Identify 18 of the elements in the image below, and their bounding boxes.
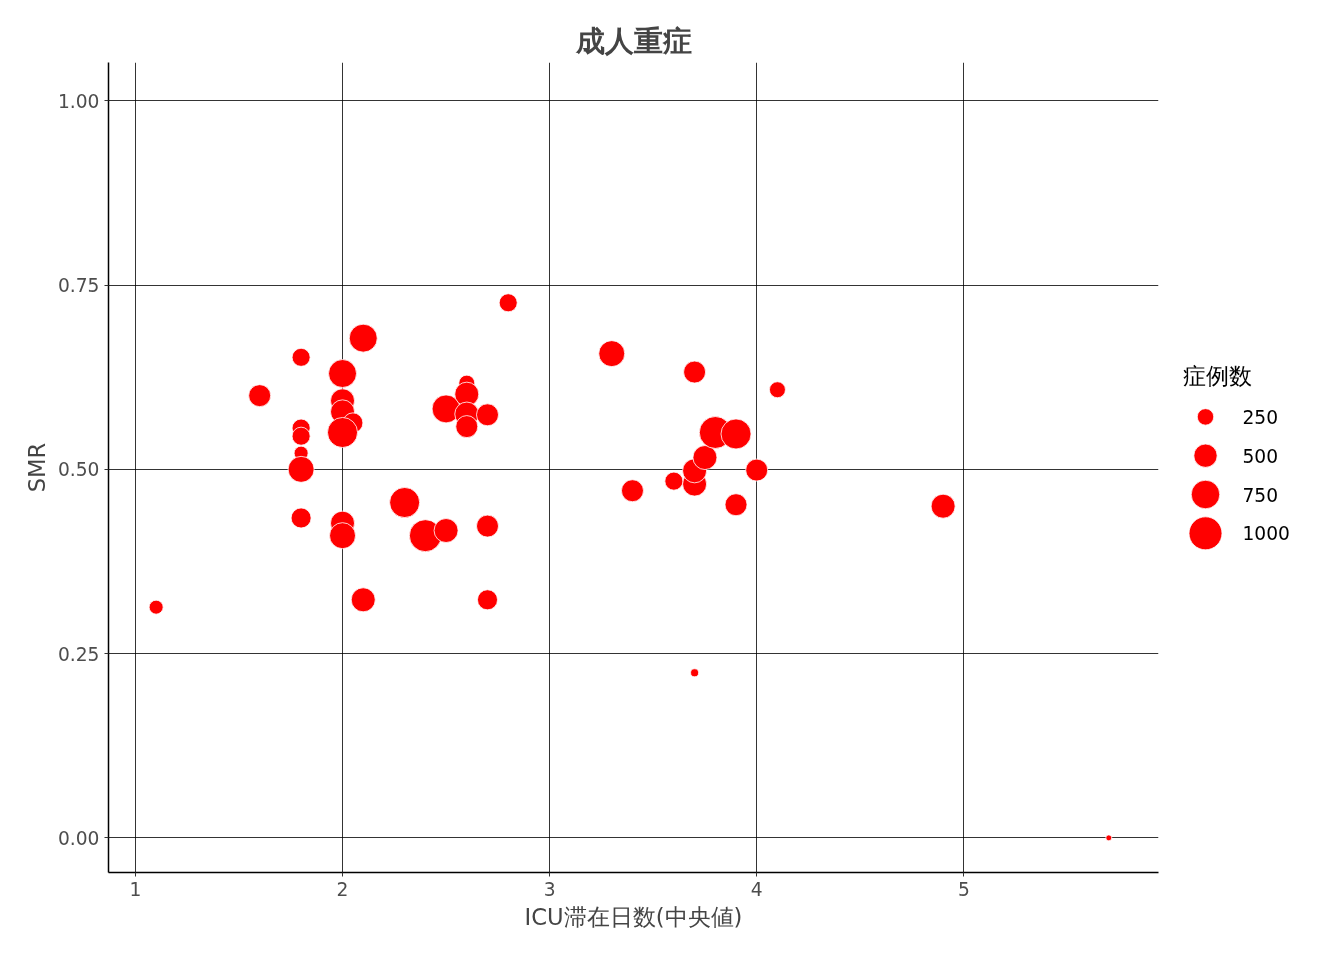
- legend-title: 症例数: [1182, 363, 1252, 390]
- y-tick-label: 1.00: [57, 90, 100, 112]
- x-tick-label: 5: [957, 878, 970, 900]
- y-tick-label: 0.50: [57, 459, 100, 481]
- y-tick-label: 0.75: [57, 275, 100, 297]
- y-axis-title: SMR: [23, 442, 50, 493]
- legend-label: 500: [1242, 445, 1279, 467]
- legend-label: 750: [1242, 484, 1279, 506]
- y-tick-label: 0.25: [57, 643, 100, 665]
- x-tick-label: 4: [750, 878, 763, 900]
- legend-label: 250: [1242, 406, 1279, 428]
- y-tick-label: 0.00: [57, 827, 100, 849]
- x-tick-label: 3: [543, 878, 556, 900]
- x-tick-label: 2: [336, 878, 349, 900]
- chart-title: 成人重症: [574, 23, 692, 58]
- x-tick-label: 1: [129, 878, 142, 900]
- legend-label: 1000: [1242, 523, 1290, 545]
- x-axis-title: ICU滞在日数(中央値): [524, 903, 743, 930]
